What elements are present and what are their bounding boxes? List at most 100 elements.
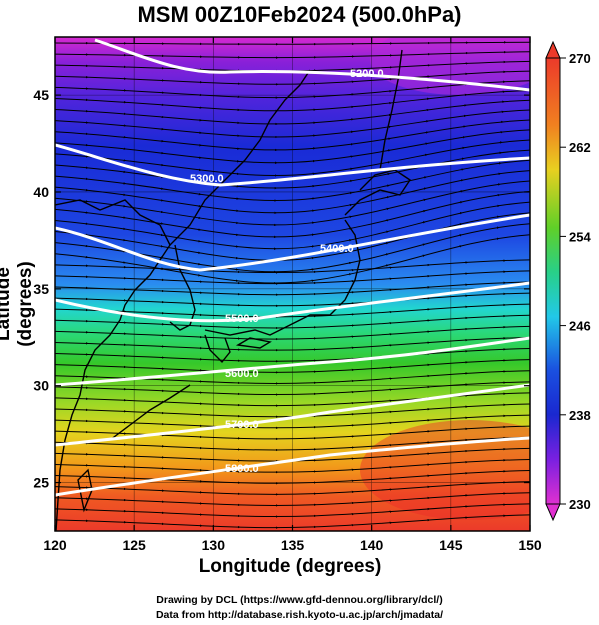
streamline-arrow [424, 142, 429, 145]
chart-title: MSM 00Z10Feb2024 (500.0hPa) [137, 2, 462, 27]
streamline-arrow [159, 233, 164, 237]
streamline-arrow [385, 253, 389, 256]
contour-label-5300: 5300.0 [190, 173, 224, 185]
x-tick-label: 130 [202, 537, 226, 553]
coastline-honshu [204, 219, 361, 336]
streamline-arrow [385, 241, 389, 245]
streamline-arrow [348, 215, 353, 219]
y-tick-label: 30 [33, 378, 49, 394]
coastline-sakhalin [379, 49, 403, 171]
streamline-arrow [458, 234, 463, 237]
coastline-shikoku [235, 337, 272, 349]
streamline-arrow [348, 203, 353, 207]
contour-line-5800 [55, 436, 530, 497]
streamline-arrow [423, 176, 427, 179]
x-tick-label: 125 [122, 537, 146, 553]
warm-core-shading [360, 420, 530, 520]
y-tick-label: 40 [33, 184, 49, 200]
colorbar-ticks: 270 262 254 246 238 230 [560, 51, 591, 512]
streamline-arrow [348, 261, 352, 265]
colorbar-tick-label: 238 [569, 408, 591, 423]
streamline-arrow [386, 196, 390, 199]
streamline-arrow [386, 172, 391, 176]
x-tick-label: 140 [360, 537, 384, 553]
streamline-arrow [386, 161, 391, 164]
streamline-arrow [349, 191, 353, 195]
colorbar-min-arrow [545, 503, 561, 522]
coastline-hokkaido [344, 169, 411, 216]
streamline-arrow [460, 168, 465, 171]
streamline [55, 212, 530, 261]
streamline-arrow [348, 227, 352, 230]
cold-core-shading [370, 37, 530, 95]
streamline-arrow [422, 221, 426, 224]
streamline-arrow [348, 238, 352, 242]
streamline-arrow [459, 201, 463, 204]
contour-label-5800: 5800.0 [225, 463, 259, 475]
streamline-arrow [387, 149, 391, 152]
streamline-arrow [421, 243, 426, 246]
streamline [55, 234, 530, 284]
credit-dcl: Drawing by DCL (https://www.gfd-dennou.o… [156, 594, 443, 606]
contour-label-5700: 5700.0 [225, 419, 259, 431]
streamline-arrow [423, 187, 427, 190]
x-tick-label: 135 [281, 537, 305, 553]
streamline-arrow [458, 223, 463, 226]
streamline-arrow [159, 245, 164, 248]
coastline-manchuria [169, 69, 311, 246]
x-axis-ticks: 120 125 130 135 140 145 150 [43, 37, 542, 553]
streamline-arrow [461, 146, 465, 150]
contour-label-5500: 5500.0 [225, 313, 259, 325]
credit-data-source: Data from http://database.rish.kyoto-u.a… [155, 609, 444, 621]
streamline-arrow [385, 264, 389, 267]
wind-streamlines [55, 41, 530, 529]
contour-line-5300 [55, 143, 530, 187]
contour-line-5700 [55, 383, 530, 447]
contour-label-5200: 5200.0 [350, 68, 384, 80]
coastline-kyushu [204, 334, 231, 364]
colorbar-tick-label: 262 [569, 140, 591, 155]
streamline [55, 201, 530, 250]
streamline-arrow [385, 230, 389, 234]
streamline-arrow [422, 198, 427, 202]
streamline-arrow [424, 153, 428, 157]
streamline [55, 180, 530, 226]
streamline [55, 223, 530, 273]
colorbar-tick-label: 270 [569, 51, 591, 66]
geopotential-contours [55, 38, 530, 497]
streamline [55, 191, 530, 238]
map-gridlines [55, 37, 530, 531]
streamline-arrow [385, 207, 390, 211]
streamline-arrow [159, 256, 164, 259]
colorbar-tick-label: 254 [569, 229, 591, 244]
x-tick-label: 150 [518, 537, 542, 553]
x-tick-label: 120 [43, 537, 67, 553]
colorbar-body [545, 57, 561, 505]
y-axis-ticks: 25 30 35 40 45 [33, 87, 530, 491]
streamline-arrow [348, 250, 352, 253]
y-tick-label: 25 [33, 475, 49, 491]
streamline-arrow [459, 212, 463, 215]
y-tick-label: 45 [33, 87, 49, 103]
streamline-arrow [422, 209, 426, 213]
contour-label-5400: 5400.0 [320, 243, 354, 255]
streamline-arrow [460, 179, 464, 182]
streamline-arrow [348, 273, 352, 276]
x-tick-label: 145 [439, 537, 463, 553]
streamline-arrow [385, 219, 390, 222]
coastline-ryukyu [109, 384, 191, 441]
colorbar-tick-label: 246 [569, 319, 591, 334]
streamline-arrow [386, 184, 390, 187]
contour-label-5600: 5600.0 [225, 368, 259, 380]
colorbar-tick-label: 230 [569, 497, 591, 512]
colorbar-max-arrow [545, 40, 561, 59]
contour-labels: 5200.0 5300.0 5400.0 5500.0 5600.0 5700.… [190, 68, 384, 475]
contour-line-5400 [55, 213, 530, 272]
contour-line-5200 [94, 38, 530, 92]
contour-line-5500 [55, 281, 530, 323]
streamline-arrow [461, 157, 465, 160]
streamline-arrow [458, 245, 463, 248]
x-axis-label: Longitude (degrees) [198, 556, 382, 577]
y-tick-label: 35 [33, 281, 49, 297]
